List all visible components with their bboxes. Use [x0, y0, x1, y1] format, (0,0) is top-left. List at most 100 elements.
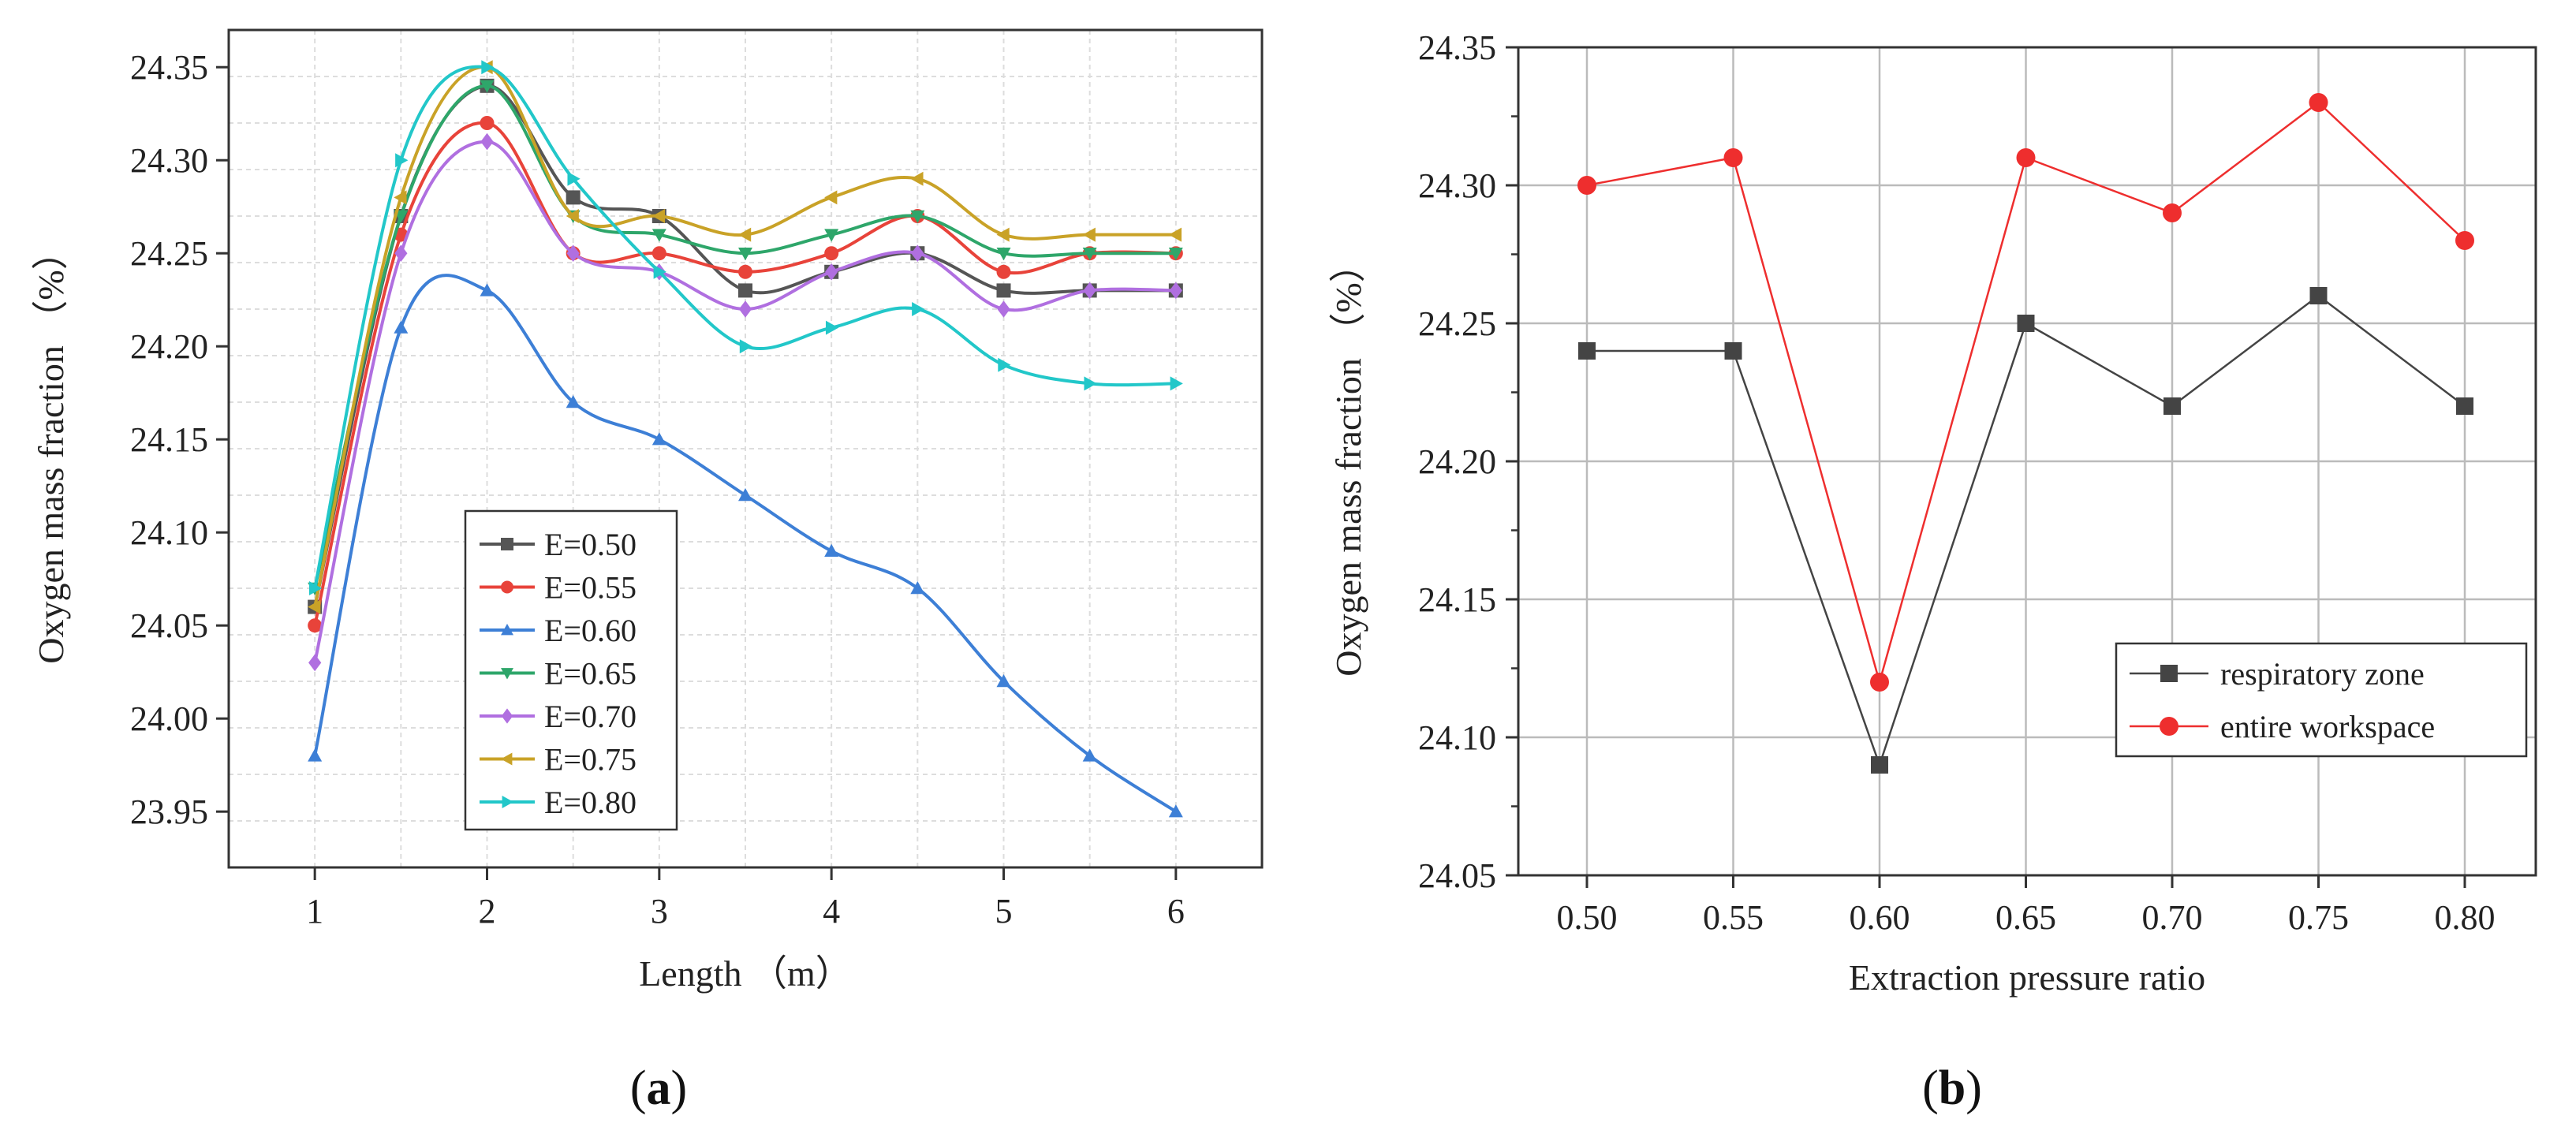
panel-a-data-point	[1082, 227, 1096, 242]
panel-b-legend-marker	[2160, 665, 2178, 682]
panel-b-letter: b	[1939, 1061, 1966, 1115]
panel-a-data-point	[651, 209, 666, 223]
panel-a-data-point	[394, 320, 409, 334]
panel-a-y-axis-label: Oxygen mass fraction （%）	[31, 233, 71, 664]
panel-b-legend-marker	[2160, 717, 2178, 736]
panel-a-data-point	[996, 674, 1011, 688]
panel-a-legend-marker	[502, 796, 513, 808]
panel-b-y-axis-label: Oxygen mass fraction （%）	[1328, 246, 1368, 677]
panel-a-data-point	[824, 543, 839, 557]
panel-b-x-tick-label: 0.50	[1557, 898, 1618, 937]
panel-a-series-E=0.75	[308, 60, 1182, 614]
panel-a-label: (a)	[630, 1061, 687, 1115]
panel-a-y-tick-label: 24.10	[130, 513, 208, 552]
panel-a-x-tick-label: 2	[479, 892, 496, 931]
panel-b-data-point	[1724, 342, 1742, 360]
panel-b-series-respiratory zone	[1578, 287, 2473, 774]
panel-b-y-tick-label: 24.15	[1418, 580, 1496, 619]
panel-a-data-point	[1082, 748, 1097, 762]
panel-a-data-point	[651, 246, 666, 261]
panel-a-data-point	[308, 618, 323, 633]
panel-a-legend-marker	[501, 580, 513, 594]
panel-a-x-tick-label: 5	[995, 892, 1013, 931]
panel-a-legend-label: E=0.55	[544, 570, 637, 606]
panel-a-data-point	[566, 395, 581, 408]
panel-a-data-point	[481, 60, 495, 75]
panel-a-series-E=0.80	[308, 60, 1183, 595]
panel-a-data-point	[738, 227, 752, 242]
panel-a-legend-label: E=0.50	[544, 527, 637, 562]
panel-a-legend-marker	[501, 752, 513, 766]
panel-b-x-tick-label: 0.75	[2288, 898, 2349, 937]
panel-a-data-point	[394, 190, 407, 205]
panel-a-letter: a	[647, 1061, 671, 1115]
panel-a-legend-label: E=0.75	[544, 742, 637, 778]
panel-a-x-tick-label: 4	[823, 892, 840, 931]
panel-a-x-tick-label: 3	[651, 892, 668, 931]
panel-a-legend-marker	[501, 668, 513, 680]
panel-a-data-point	[738, 300, 752, 318]
panel-a-data-point	[996, 264, 1011, 279]
panel-a-data-point	[912, 302, 925, 316]
panel-b-y-tick-label: 24.10	[1418, 718, 1496, 757]
panel-b-y-tick-label: 24.05	[1418, 856, 1496, 895]
panel-b-y-ticks: 24.05 24.10 24.15 24.20 24.25 24.30 24.35	[1418, 28, 1518, 895]
panel-b-data-point	[2163, 203, 2182, 222]
panel-a-data-point	[996, 283, 1011, 298]
panel-a-legend-marker	[501, 538, 513, 550]
panel-a-data-point	[1168, 227, 1182, 242]
panel-b-x-tick-label: 0.70	[2142, 898, 2203, 937]
panel-a-y-tick-label: 24.00	[130, 699, 208, 738]
panel-a-series	[308, 60, 1183, 818]
panel-a-data-point	[480, 80, 495, 93]
panel-b-label: (b)	[1922, 1061, 1982, 1115]
panel-a-data-point	[738, 248, 752, 261]
panel-a-frame	[227, 28, 1264, 869]
panel-a-data-point	[998, 357, 1011, 372]
panel-a-data-point	[1168, 248, 1183, 261]
panel-a-x-axis-label: Length （m）	[639, 953, 852, 994]
panel-a-y-tick-label: 23.95	[130, 793, 208, 831]
panel-a-data-point	[308, 599, 321, 614]
panel-a-data-point	[395, 153, 409, 168]
panel-a-data-point	[394, 244, 408, 262]
panel-a-series-E=0.70	[308, 132, 1182, 672]
panel-b-data-point	[2456, 397, 2473, 415]
panel-b-data-point	[1871, 756, 1888, 774]
panel-a-data-point	[825, 263, 838, 281]
panel-a-y-tick-label: 24.15	[130, 420, 208, 459]
panel-a: 1 2 3 4 5 6 23.95 24.00 24.05 24.10 24.15 24.20 24.…	[31, 28, 1264, 1115]
panel-a-y-tick-label: 24.05	[130, 606, 208, 645]
panel-b-data-point	[1723, 148, 1743, 167]
panel-b-data-point	[1578, 342, 1596, 360]
panel-a-data-point	[651, 229, 666, 242]
panel-a-legend-label: E=0.80	[544, 785, 637, 820]
panel-b-series	[1577, 93, 2474, 774]
panel-a-legend-marker	[501, 624, 513, 636]
panel-b-x-ticks: 0.50 0.55 0.60 0.65 0.70 0.75 0.80	[1557, 875, 2496, 937]
panel-a-data-point	[738, 264, 752, 279]
panel-b-x-tick-label: 0.80	[2435, 898, 2496, 937]
panel-b-data-point	[1577, 176, 1596, 195]
panel-a-data-point	[824, 229, 839, 242]
panel-a-data-point	[910, 581, 925, 595]
panel-b-series-entire workspace	[1577, 93, 2474, 692]
panel-a-x-ticks: 1 2 3 4 5 6	[306, 867, 1185, 931]
panel-a-data-point	[824, 246, 839, 261]
panel-a-data-point	[739, 339, 752, 354]
panel-a-legend: E=0.50 E=0.55 E=0.60 E=0.65 E=0.70 E=0.75 E=0.…	[464, 509, 678, 831]
panel-a-legend-box	[464, 509, 678, 831]
panel-a-data-point	[566, 209, 579, 223]
panel-b-data-point	[2455, 231, 2474, 250]
panel-a-legend-label: E=0.60	[544, 613, 637, 648]
panel-a-data-point	[1170, 376, 1183, 391]
panel-a-data-point	[738, 283, 752, 298]
panel-b-y-tick-label: 24.35	[1418, 28, 1496, 67]
panel-a-y-ticks: 23.95 24.00 24.05 24.10 24.15 24.20 24.25 24.30…	[130, 48, 229, 831]
panel-a-data-point	[910, 171, 924, 186]
panel-a-x-tick-label: 6	[1167, 892, 1185, 931]
panel-b-data-point	[2309, 287, 2328, 304]
panel-b-legend-box	[2115, 642, 2528, 758]
panel-a-data-point	[1082, 248, 1097, 261]
